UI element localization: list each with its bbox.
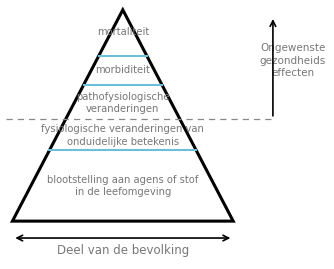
Text: Deel van de bevolking: Deel van de bevolking — [57, 244, 189, 257]
Text: fysiologische veranderingen van
onduidelijke betekenis: fysiologische veranderingen van onduidel… — [41, 124, 204, 147]
Text: pathofysiologische
veranderingen: pathofysiologische veranderingen — [76, 92, 170, 114]
Text: Ongewenste
gezondheids
effecten: Ongewenste gezondheids effecten — [260, 43, 326, 78]
Text: blootstelling aan agens of stof
in de leefomgeving: blootstelling aan agens of stof in de le… — [47, 175, 198, 197]
Text: morbiditeit: morbiditeit — [96, 65, 150, 75]
Text: mortaliteit: mortaliteit — [97, 27, 149, 37]
